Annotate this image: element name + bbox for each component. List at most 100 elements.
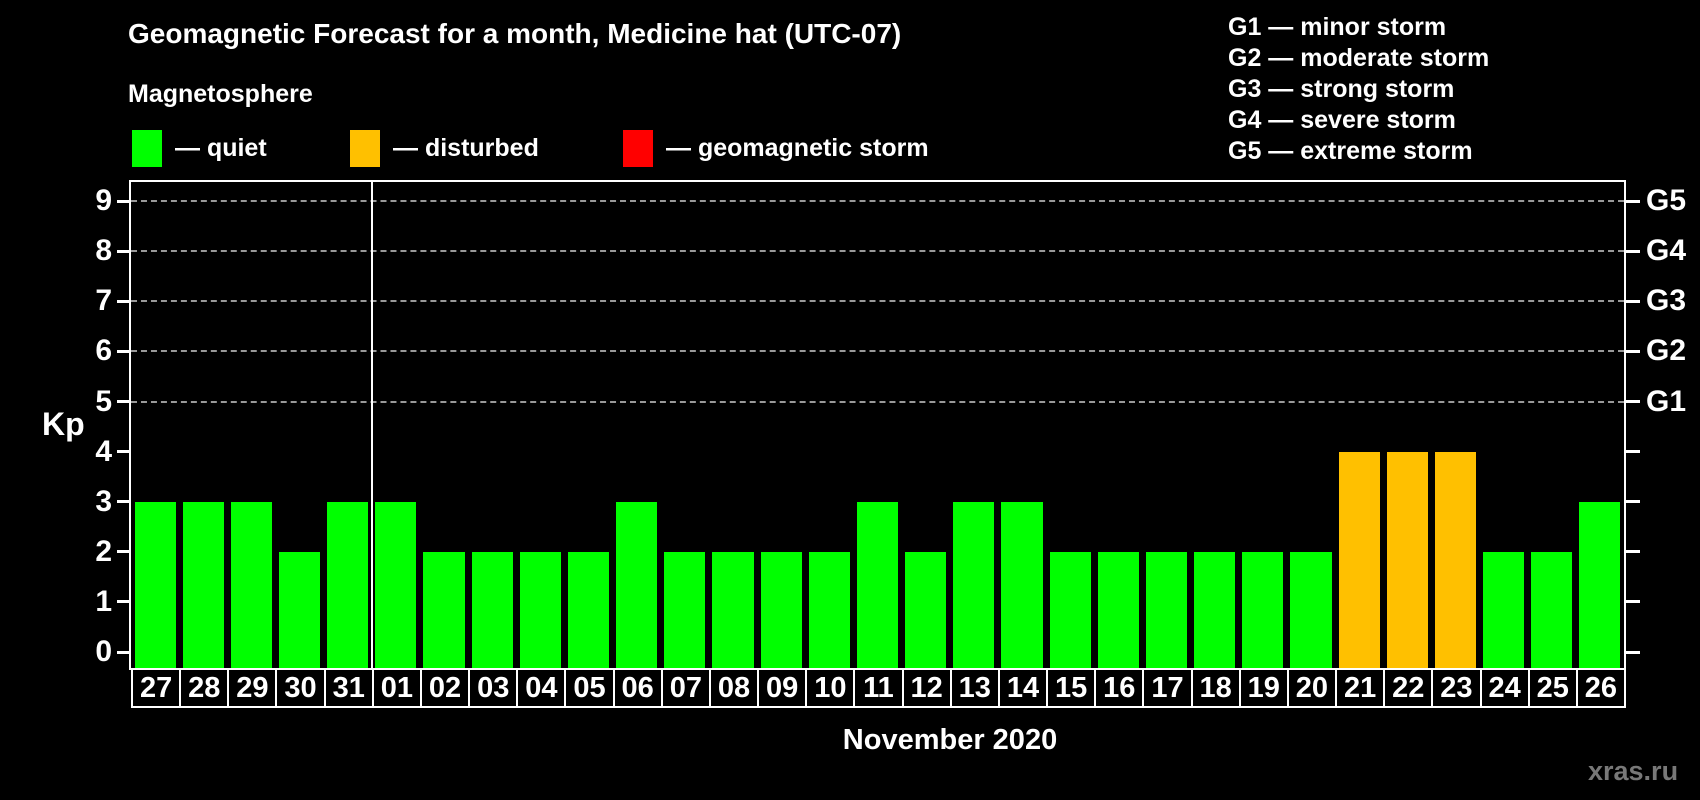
kp-bar-day-29	[230, 501, 272, 668]
storm-legend-item-g3: G3 — strong storm	[1228, 75, 1455, 103]
kp-bar-day-01	[375, 501, 417, 668]
right-axis-tick-2	[1626, 550, 1640, 554]
storm-legend-item-g2: G2 — moderate storm	[1228, 44, 1490, 72]
day-label-17: 17	[1142, 668, 1193, 708]
chart-title: Geomagnetic Forecast for a month, Medici…	[128, 18, 902, 49]
kp-bar-day-02	[423, 551, 465, 668]
y-axis-label-5: 5	[95, 384, 112, 418]
g-scale-label-g5: G5	[1646, 184, 1687, 218]
kp-bar-day-16	[1097, 551, 1139, 668]
day-label-09: 09	[757, 668, 808, 708]
day-label-25: 25	[1527, 668, 1578, 708]
legend-item-disturbed: — disturbed	[350, 130, 539, 167]
day-label-02: 02	[419, 668, 471, 708]
legend-label-disturbed: — disturbed	[393, 134, 539, 162]
right-axis-tick-0	[1626, 650, 1640, 654]
kp-bar-day-22	[1386, 451, 1428, 668]
kp-bar-day-09	[760, 551, 802, 668]
day-label-19: 19	[1238, 668, 1289, 708]
storm-legend-item-g5: G5 — extreme storm	[1228, 137, 1473, 165]
storm-legend-item-g1: G1 — minor storm	[1228, 13, 1447, 41]
day-label-21: 21	[1335, 668, 1386, 708]
day-label-20: 20	[1286, 668, 1338, 708]
kp-bar-day-18	[1194, 551, 1236, 668]
y-axis-tick-6	[117, 349, 131, 353]
day-label-18: 18	[1190, 668, 1241, 708]
disturbed-color-swatch-icon	[350, 130, 380, 167]
kp-bar-day-14	[1001, 501, 1043, 668]
kp-bar-day-06	[616, 501, 658, 668]
day-label-10: 10	[805, 668, 856, 708]
kp-bar-day-26	[1579, 501, 1621, 668]
y-axis-label-2: 2	[95, 534, 112, 568]
kp-bar-day-15	[1049, 551, 1091, 668]
kp-bar-day-13	[953, 501, 995, 668]
y-axis-tick-0	[117, 650, 131, 654]
day-label-07: 07	[660, 668, 711, 708]
y-axis-label-4: 4	[95, 434, 112, 468]
day-label-28: 28	[179, 668, 230, 708]
kp-bar-day-07	[664, 551, 706, 668]
kp-bar-day-04	[519, 551, 561, 668]
day-label-29: 29	[227, 668, 278, 708]
y-axis-tick-7	[117, 299, 131, 303]
day-label-14: 14	[997, 668, 1049, 708]
y-axis-label-9: 9	[95, 184, 112, 218]
g-scale-label-g3: G3	[1646, 284, 1687, 318]
legend-item-storm: — geomagnetic storm	[623, 130, 929, 167]
day-label-08: 08	[708, 668, 760, 708]
y-axis-label-0: 0	[95, 635, 112, 668]
day-label-24: 24	[1479, 668, 1530, 708]
legend-item-quiet: — quiet	[132, 130, 267, 167]
day-label-05: 05	[564, 668, 615, 708]
watermark: xras.ru	[1588, 756, 1679, 786]
storm-legend-item-g4: G4 — severe storm	[1228, 106, 1456, 134]
kp-bar-day-17	[1145, 551, 1188, 668]
y-axis-title: Kp	[42, 406, 85, 442]
day-label-01: 01	[371, 668, 422, 708]
day-label-30: 30	[275, 668, 326, 708]
y-axis-label-1: 1	[95, 584, 112, 618]
y-axis-label-8: 8	[95, 234, 112, 268]
y-axis-tick-4	[117, 450, 131, 454]
kp-bar-day-27	[134, 501, 176, 668]
right-axis-tick-8	[1626, 249, 1640, 253]
right-axis-tick-5	[1626, 400, 1640, 403]
x-axis-title: November 2020	[842, 724, 1058, 756]
magnetosphere-legend-title: Magnetosphere	[128, 80, 313, 108]
y-axis-label-6: 6	[95, 334, 112, 368]
day-label-27: 27	[131, 668, 182, 708]
storm-scale-legend: G1 — minor storm G2 — moderate storm G3 …	[1228, 12, 1489, 167]
gridline-kp5	[131, 400, 1624, 403]
right-axis-tick-1	[1626, 600, 1640, 604]
kp-bar-day-11	[856, 501, 899, 668]
kp-bar-day-23	[1434, 451, 1476, 668]
legend-label-storm: — geomagnetic storm	[666, 134, 929, 162]
g-scale-label-g4: G4	[1646, 234, 1687, 268]
kp-bar-day-21	[1338, 451, 1380, 668]
y-axis-tick-3	[117, 500, 131, 504]
day-label-13: 13	[949, 668, 1000, 708]
day-label-12: 12	[901, 668, 952, 708]
day-label-16: 16	[1094, 668, 1145, 708]
y-axis-tick-5	[117, 400, 131, 403]
right-axis-tick-7	[1626, 299, 1640, 303]
y-axis-label-3: 3	[95, 484, 112, 518]
kp-bar-day-31	[327, 501, 369, 668]
kp-bar-day-30	[278, 551, 321, 668]
g-scale-label-g2: G2	[1646, 334, 1687, 368]
kp-bar-day-25	[1531, 551, 1573, 668]
day-label-15: 15	[1046, 668, 1097, 708]
day-label-26: 26	[1575, 668, 1626, 708]
right-axis-tick-3	[1626, 500, 1640, 504]
g-scale-label-g1: G1	[1646, 384, 1687, 418]
gridline-kp7	[131, 300, 1624, 303]
right-axis-tick-9	[1626, 199, 1640, 203]
day-label-31: 31	[323, 668, 374, 708]
quiet-color-swatch-icon	[132, 130, 162, 167]
gridline-kp6	[131, 350, 1624, 353]
day-label-23: 23	[1431, 668, 1482, 708]
kp-bar-day-08	[712, 551, 754, 668]
gridline-kp9	[131, 200, 1624, 203]
right-axis-tick-4	[1626, 450, 1640, 454]
